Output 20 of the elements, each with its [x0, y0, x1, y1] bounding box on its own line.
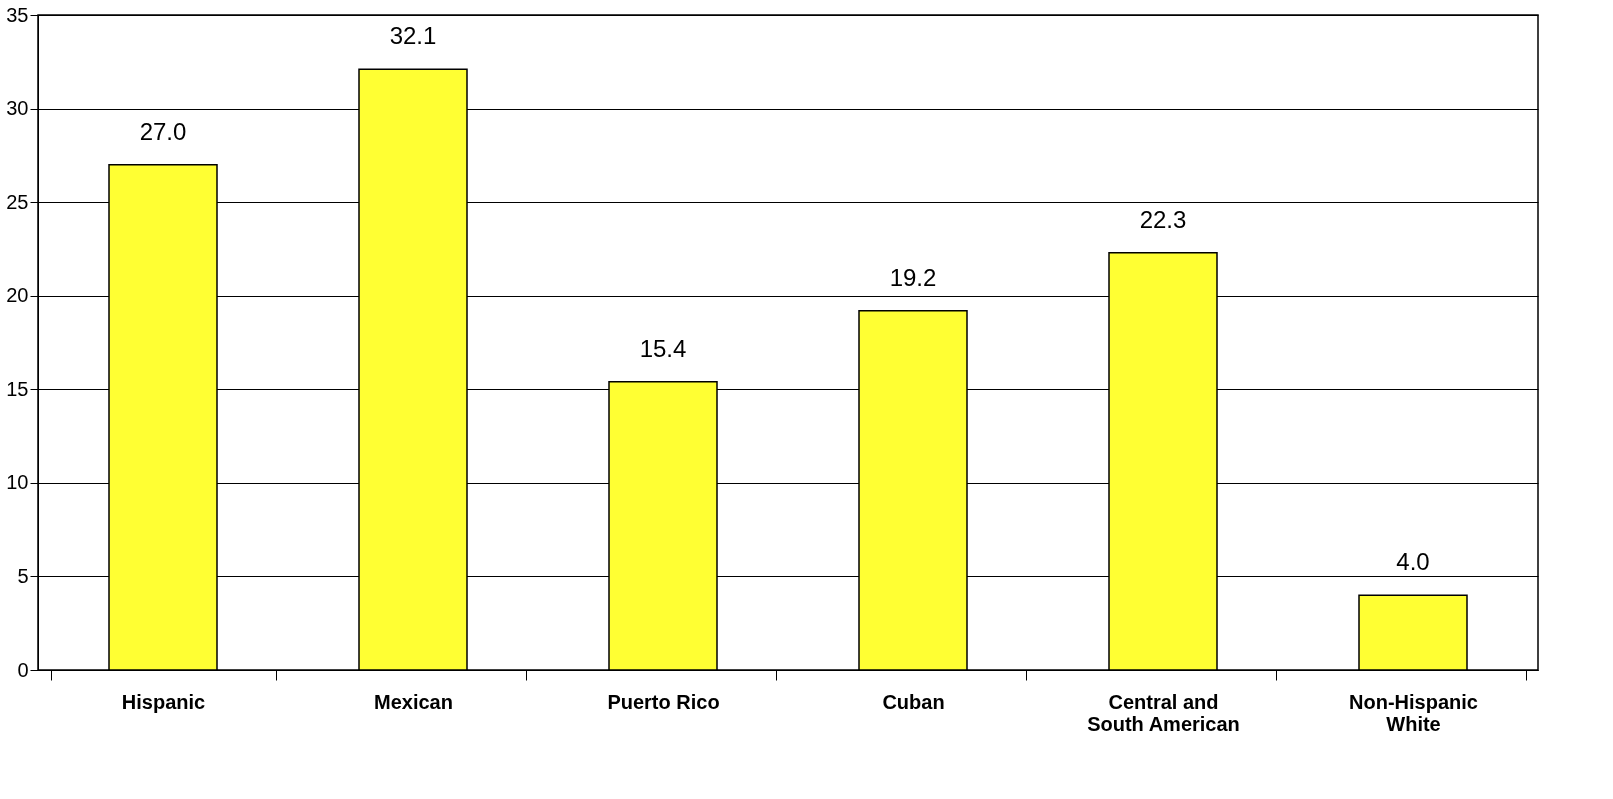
- y-tick-label: 35: [6, 3, 29, 26]
- x-tick-label: Mexican: [374, 690, 453, 713]
- y-tick-label: 10: [6, 471, 29, 494]
- data-label: 19.2: [889, 263, 937, 291]
- y-tick-label: 25: [6, 190, 29, 213]
- data-label: 32.1: [389, 22, 437, 50]
- x-tick-label: Central and South American: [1087, 690, 1240, 735]
- data-label: 22.3: [1139, 205, 1187, 233]
- y-tick-label: 5: [17, 564, 29, 587]
- data-label: 4.0: [1396, 548, 1430, 576]
- y-tick-label: 20: [6, 284, 29, 307]
- data-label: 27.0: [139, 117, 187, 145]
- data-label: 15.4: [639, 334, 687, 362]
- x-tick-label: Non-Hispanic White: [1349, 690, 1478, 735]
- y-tick-label: 30: [6, 97, 29, 120]
- x-tick-label: Hispanic: [121, 690, 206, 713]
- y-tick-label: 0: [17, 658, 29, 681]
- x-tick-label: Cuban: [882, 690, 945, 713]
- y-tick-label: 15: [6, 377, 29, 400]
- x-tick-label: Puerto Rico: [607, 690, 720, 713]
